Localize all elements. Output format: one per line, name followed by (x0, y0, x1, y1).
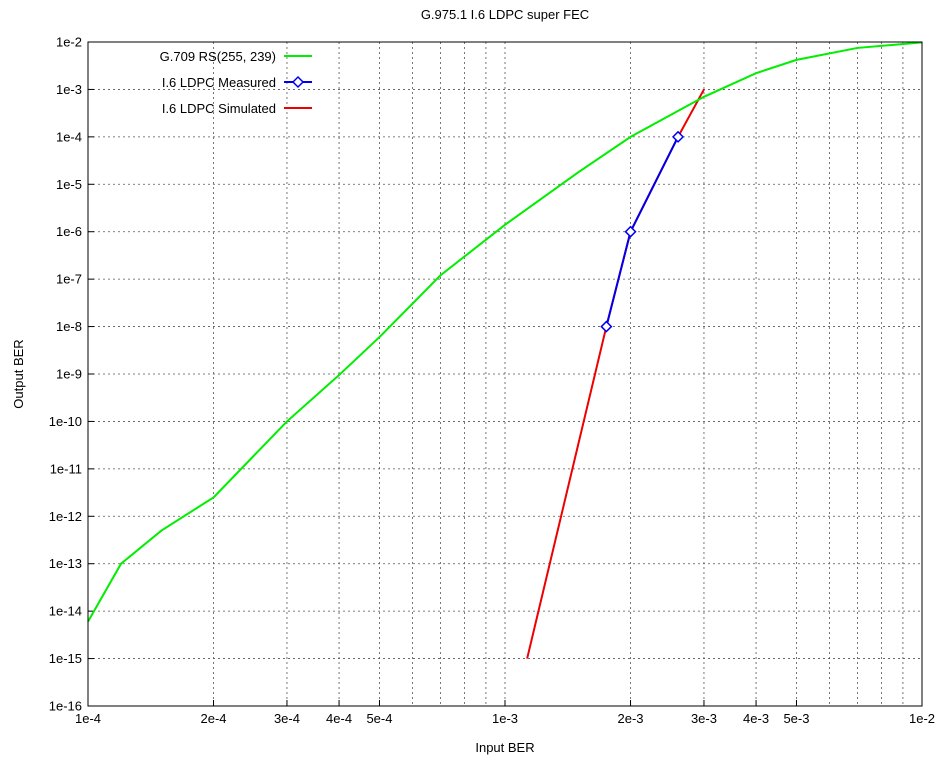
legend: G.709 RS(255, 239) I.6 LDPC Measured I.6 L… (160, 49, 312, 116)
x-tick-label: 3e-3 (691, 711, 717, 726)
y-tick-label: 1e-14 (49, 604, 82, 619)
data-point-marker (671, 130, 685, 143)
chart-title: G.975.1 I.6 LDPC super FEC (421, 7, 589, 22)
series-layer (87, 41, 923, 659)
data-point-marker (624, 225, 637, 238)
x-tick-label: 2e-3 (618, 711, 644, 726)
x-tick-label: 5e-3 (783, 711, 809, 726)
x-tick-label: 2e-4 (201, 711, 227, 726)
x-tick-label: 4e-3 (743, 711, 769, 726)
y-tick-label: 1e-5 (56, 177, 82, 192)
y-axis-label: Output BER (11, 339, 26, 408)
y-tick-label: 1e-9 (56, 367, 82, 382)
series-line-g-709-rs-255-239 (87, 41, 923, 623)
y-tick-label: 1e-10 (49, 414, 82, 429)
y-tick-label: 1e-15 (49, 651, 82, 666)
legend-label: I.6 LDPC Simulated (162, 101, 276, 116)
x-tick-label: 1e-3 (492, 711, 518, 726)
x-tick-label: 4e-4 (326, 711, 352, 726)
y-tick-label: 1e-16 (49, 699, 82, 714)
legend-label: I.6 LDPC Measured (162, 75, 276, 90)
x-tick-label: 1e-2 (909, 711, 935, 726)
series-line-i-6-ldpc-measured (605, 136, 679, 327)
legend-marker (291, 75, 305, 89)
y-tick-label: 1e-3 (56, 82, 82, 97)
x-tick-label: 3e-4 (274, 711, 300, 726)
y-tick-labels: 1e-2 1e-3 1e-4 1e-5 1e-6 1e-7 1e-8 1e-9 1e-10 1e-… (49, 35, 94, 714)
y-tick-label: 1e-6 (56, 224, 82, 239)
y-tick-label: 1e-7 (56, 272, 82, 287)
y-tick-label: 1e-11 (50, 461, 82, 476)
x-tick-labels: 1e-4 2e-4 3e-4 4e-4 5e-4 1e-3 2e-3 3e-3 4e-3 5e-3… (75, 700, 935, 726)
y-tick-label: 1e-2 (56, 35, 82, 50)
y-tick-label: 1e-12 (49, 509, 82, 524)
data-point-marker (600, 320, 613, 333)
grid (88, 42, 922, 706)
y-tick-label: 1e-8 (56, 319, 82, 334)
plot-frame (87, 41, 923, 707)
y-tick-label: 1e-4 (56, 129, 82, 144)
legend-label: G.709 RS(255, 239) (160, 49, 276, 64)
x-tick-label: 5e-4 (366, 711, 392, 726)
x-tick-label: 1e-4 (75, 711, 101, 726)
x-axis-label: Input BER (475, 740, 534, 755)
y-tick-label: 1e-13 (49, 556, 82, 571)
